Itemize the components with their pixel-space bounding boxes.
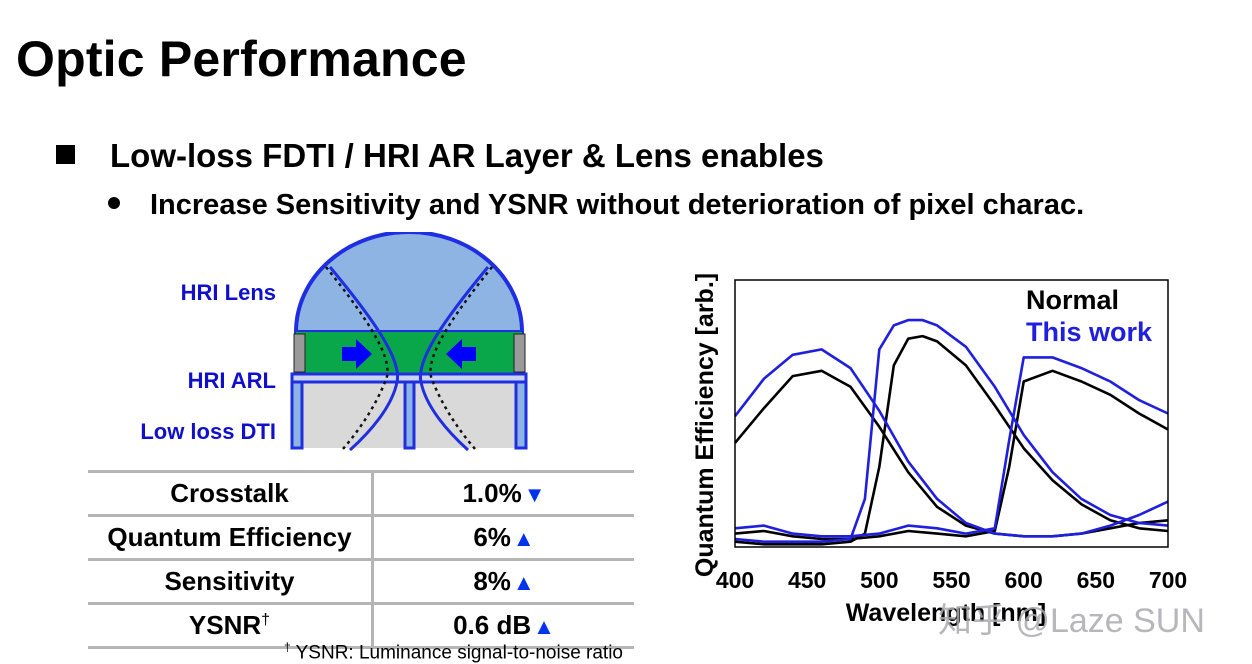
left-metal-grid [293, 333, 306, 373]
table-row: Sensitivity 8%▲ [88, 558, 634, 605]
quantum-efficiency-chart: Quantum Efficiency [arb.] Wavelength [nm… [691, 273, 1187, 627]
bullet-main-text: Low-loss FDTI / HRI AR Layer & Lens enab… [110, 137, 824, 174]
dti-right-wall [514, 380, 528, 450]
up-arrow-icon: ▲ [533, 614, 555, 639]
series-line-this-work-green [734, 318, 1169, 544]
bullet-sub-text: Increase Sensitivity and YSNR without de… [150, 189, 1085, 221]
label-hri-lens: HRI Lens [181, 280, 276, 305]
x-tick-label: 400 [716, 567, 754, 593]
light-path-right [418, 266, 490, 452]
table-row: Quantum Efficiency 6%▲ [88, 514, 634, 561]
footnote-text: YSNR: Luminance signal-to-noise ratio [295, 642, 624, 664]
slide-title: Optic Performance [16, 31, 467, 87]
up-arrow-icon: ▲ [512, 570, 535, 595]
up-arrow-icon: ▲ [512, 526, 535, 551]
dti-left-wall [290, 380, 304, 450]
table-row: Crosstalk 1.0%▼ [88, 470, 634, 517]
pixel-cross-section-diagram: HRI Lens HRI ARL Low loss DTI [140, 232, 528, 452]
right-metal-grid [513, 333, 526, 373]
light-path-right-dotted [429, 266, 493, 451]
color-filter-layer [296, 332, 522, 374]
x-tick-label: 450 [788, 567, 826, 593]
plot-frame [734, 279, 1169, 548]
arrow-left-icon [446, 339, 476, 369]
light-path-left [328, 266, 400, 452]
arrow-right-icon [342, 339, 372, 369]
metric-cell: Crosstalk [88, 470, 374, 517]
label-low-loss-dti: Low loss DTI [140, 419, 276, 444]
x-axis-label: Wavelength [nm] [846, 599, 1046, 627]
x-tick-label: 700 [1149, 567, 1187, 593]
dagger-mark: † [261, 611, 271, 629]
x-tick-label: 650 [1077, 567, 1115, 593]
value-cell: 8%▲ [372, 558, 634, 605]
watermark: 知乎 @Laze SUN [938, 602, 1205, 640]
metric-cell: Sensitivity [88, 558, 374, 605]
square-bullet-icon [56, 145, 75, 164]
label-hri-arl: HRI ARL [188, 368, 276, 393]
x-tick-label: 550 [932, 567, 970, 593]
series-line-normal-red [734, 369, 1169, 541]
value-cell: 1.0%▼ [372, 470, 634, 517]
series-line-this-work-blue [733, 348, 1169, 538]
bullet-sub: Increase Sensitivity and YSNR without de… [108, 189, 1084, 222]
x-tick-label: 500 [860, 567, 898, 593]
metric-cell: Quantum Efficiency [88, 514, 374, 561]
value-cell: 0.6 dB▲ [372, 602, 634, 649]
performance-table: Crosstalk 1.0%▼ Quantum Efficiency 6%▲ S… [88, 470, 634, 649]
light-path-left-dotted [325, 266, 389, 451]
y-axis-label: Quantum Efficiency [arb.] [691, 273, 719, 577]
hri-lens-dome [293, 232, 525, 334]
footnote: † YSNR: Luminance signal-to-noise ratio [284, 640, 623, 664]
footnote-dagger: † [284, 640, 291, 654]
legend-this-work: This work [1026, 317, 1153, 347]
table-row: YSNR† 0.6 dB▲ [88, 602, 634, 649]
dot-bullet-icon [108, 197, 120, 209]
metric-cell: YSNR† [88, 602, 374, 649]
legend-normal: Normal [1026, 285, 1119, 315]
bullet-main: Low-loss FDTI / HRI AR Layer & Lens enab… [56, 137, 824, 175]
series-line-normal-blue [734, 369, 1169, 538]
series-line-this-work-red [734, 356, 1169, 538]
value-cell: 6%▲ [372, 514, 634, 561]
dti-center-wall [403, 380, 416, 450]
series-line-normal-green [734, 334, 1169, 546]
x-tick-label: 600 [1004, 567, 1042, 593]
down-arrow-icon: ▼ [523, 482, 546, 507]
